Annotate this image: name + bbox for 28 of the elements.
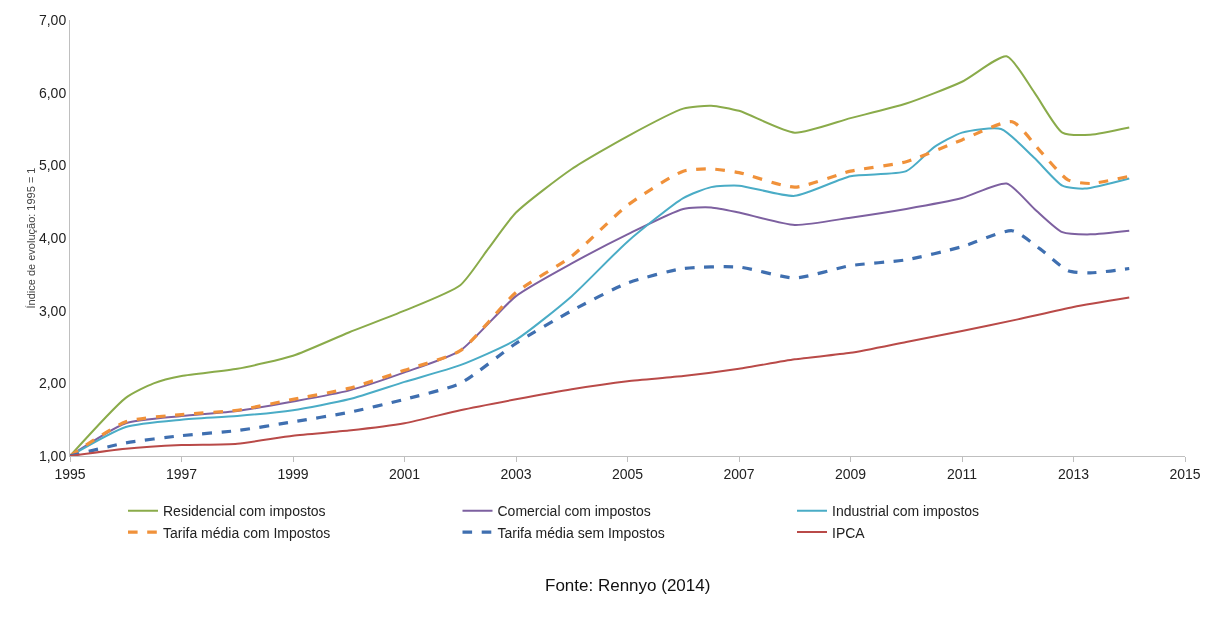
source-note: Fonte: Rennyo (2014): [545, 576, 711, 595]
y-tick-label: 6,00: [38, 84, 67, 101]
y-axis-title: Índice de evolução: 1995 = 1: [24, 167, 37, 309]
x-tick-label: 1997: [165, 465, 198, 482]
legend-label: Industrial com impostos: [832, 503, 980, 520]
line-series: [70, 296, 1131, 456]
y-tick-label: 2,00: [38, 375, 67, 392]
x-tick-label: 2009: [834, 465, 867, 482]
x-tick-label: 2005: [611, 465, 644, 482]
y-tick-label: 5,00: [38, 157, 67, 174]
x-tick-label: 2001: [388, 465, 421, 482]
y-tick-label: 3,00: [38, 302, 67, 319]
y-tick-label: 4,00: [38, 229, 67, 246]
x-tick-label: 2013: [1057, 465, 1090, 482]
x-tick-label: 2015: [1169, 465, 1201, 482]
x-tick-label: 2007: [723, 465, 755, 482]
y-tick-label: 1,00: [38, 447, 67, 464]
legend-label: Tarifa média com Impostos: [163, 524, 331, 541]
x-tick-label: 1999: [277, 465, 309, 482]
line-series: [70, 229, 1131, 456]
legend-label: IPCA: [832, 524, 866, 541]
x-tick-label: 2011: [946, 465, 978, 482]
legend-label: Residencial com impostos: [163, 503, 326, 520]
x-tick-label: 1995: [54, 465, 86, 482]
y-tick-label: 7,00: [38, 11, 67, 28]
x-tick-label: 2003: [500, 465, 532, 482]
legend-label: Tarifa média sem Impostos: [497, 524, 665, 541]
legend-label: Comercial com impostos: [497, 503, 651, 520]
